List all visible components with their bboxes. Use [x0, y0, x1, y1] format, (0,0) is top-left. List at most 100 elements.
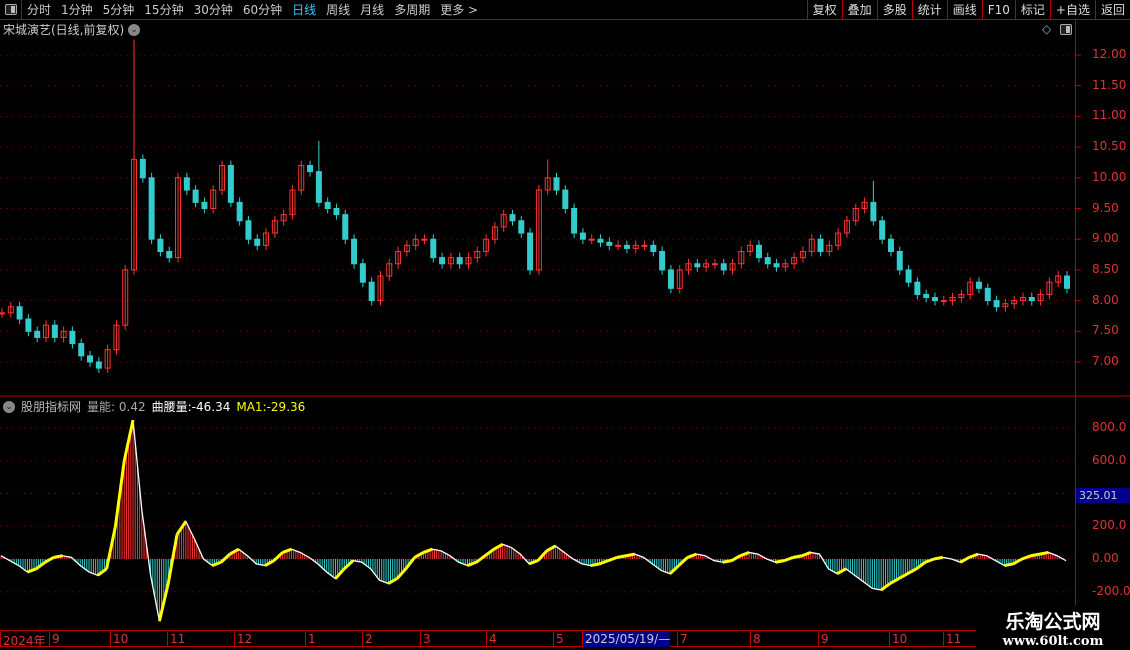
period-tab[interactable]: 1分钟: [61, 3, 93, 17]
candle-body: [949, 297, 956, 302]
candle-body: [219, 165, 226, 191]
candle-body: [447, 257, 454, 265]
crosshair-value: 325.01: [1076, 488, 1130, 503]
period-tab[interactable]: 5分钟: [102, 3, 135, 17]
curve-line: [0, 419, 1067, 622]
candle-body: [755, 244, 762, 259]
rising-segment: [836, 567, 847, 576]
period-tab[interactable]: 周线: [326, 3, 351, 17]
candle-body: [509, 214, 516, 222]
time-tick: 10: [110, 632, 128, 647]
toolbar-button[interactable]: 标记: [1014, 0, 1050, 20]
rising-segment: [422, 547, 433, 554]
price-tick: 12.00: [1092, 47, 1127, 61]
candle-body: [650, 244, 657, 252]
candle-body: [870, 201, 877, 222]
candle-body: [359, 263, 366, 283]
toolbar-button[interactable]: +自选: [1049, 0, 1095, 20]
rising-segment: [880, 582, 891, 592]
candle-body: [122, 269, 129, 326]
price-tick: 8.50: [1092, 261, 1119, 276]
candle-body: [271, 220, 278, 234]
candle-body: [245, 220, 252, 240]
rising-segment: [590, 562, 600, 568]
candle-body: [139, 158, 146, 179]
time-axis: 2024年 9 10 11 12 1 2 3 4 5 2025/05/19/— 7 8 9 10 11: [0, 630, 1130, 648]
candle-body: [210, 189, 217, 210]
toolbar-button[interactable]: 返回: [1094, 0, 1130, 20]
rising-segment: [933, 555, 944, 561]
diamond-icon[interactable]: ◇: [1042, 22, 1052, 36]
candle-body: [386, 263, 393, 277]
candle-body: [236, 201, 243, 222]
rising-segment: [783, 555, 794, 563]
rising-segment: [898, 572, 909, 580]
rising-segment: [404, 556, 416, 570]
period-tab[interactable]: 日线: [292, 3, 317, 17]
rising-segment: [175, 520, 188, 536]
rising-segment: [598, 559, 609, 566]
rising-segment: [53, 554, 63, 559]
stock-title: 宋城演艺(日线,前复权): [3, 23, 125, 37]
rising-segment: [1021, 554, 1032, 561]
toolbar-buttons: 复权 叠加 多股 统计 画线 F10 标记 +自选 返回: [806, 0, 1130, 20]
candle-body: [535, 189, 542, 271]
layout-toggle-button[interactable]: [0, 0, 22, 20]
period-tab[interactable]: 多周期: [394, 3, 431, 17]
rising-segment: [466, 560, 477, 567]
candle-body: [808, 238, 815, 252]
toolbar-button[interactable]: 复权: [806, 0, 842, 20]
period-tab[interactable]: 30分钟: [193, 3, 233, 17]
candle-body: [835, 232, 842, 246]
rising-segment: [157, 583, 170, 622]
period-tab[interactable]: 60分钟: [242, 3, 283, 17]
toolbar-button[interactable]: 多股: [876, 0, 912, 20]
candle-body: [905, 269, 912, 283]
candle-body: [544, 177, 551, 191]
candle-body: [227, 165, 234, 203]
vol-label: 量能:: [87, 400, 116, 414]
candle-body: [940, 300, 947, 303]
candle-body: [148, 177, 155, 240]
rising-segment: [493, 542, 504, 551]
candle-body: [421, 238, 428, 241]
candle-body: [887, 238, 894, 252]
toolbar-button[interactable]: F10: [981, 0, 1015, 20]
rising-segment: [395, 567, 407, 580]
candle-body: [78, 343, 85, 357]
axis-divider: [1075, 20, 1076, 630]
price-tick: 10.00: [1092, 169, 1127, 184]
period-tab[interactable]: 分时: [27, 3, 52, 17]
period-tab[interactable]: 更多 >: [440, 3, 479, 17]
candle-body: [764, 257, 771, 265]
candle-body: [993, 300, 1000, 308]
candle-body: [958, 293, 965, 299]
time-tick: 2: [362, 632, 373, 647]
period-tab[interactable]: 15分钟: [144, 3, 184, 17]
candle-body: [430, 238, 437, 259]
toolbar-button[interactable]: 叠加: [841, 0, 877, 20]
candle-body: [782, 263, 789, 268]
candle-body: [368, 281, 375, 302]
chevron-down-icon[interactable]: ⌄: [128, 23, 141, 36]
candle-body: [562, 189, 569, 210]
candle-body: [685, 263, 692, 271]
rising-segment: [677, 556, 689, 567]
candle-body: [738, 250, 745, 265]
time-tick: 5: [553, 632, 564, 647]
time-tick: 9: [49, 632, 60, 647]
panel-icon[interactable]: [1060, 24, 1072, 35]
candle-body: [342, 214, 349, 240]
toolbar-button[interactable]: 画线: [946, 0, 982, 20]
candle-body: [175, 177, 182, 259]
rising-segment: [1039, 550, 1049, 556]
candle-body: [579, 232, 586, 240]
period-tab[interactable]: 月线: [360, 3, 385, 17]
candle-body: [95, 361, 102, 369]
price-tick: 8.00: [1092, 292, 1119, 307]
toolbar-button[interactable]: 统计: [911, 0, 947, 20]
chevron-down-icon[interactable]: ⌄: [3, 400, 15, 413]
candle-body: [491, 226, 498, 240]
rising-segment: [528, 559, 539, 566]
price-tick: 9.50: [1092, 200, 1119, 215]
